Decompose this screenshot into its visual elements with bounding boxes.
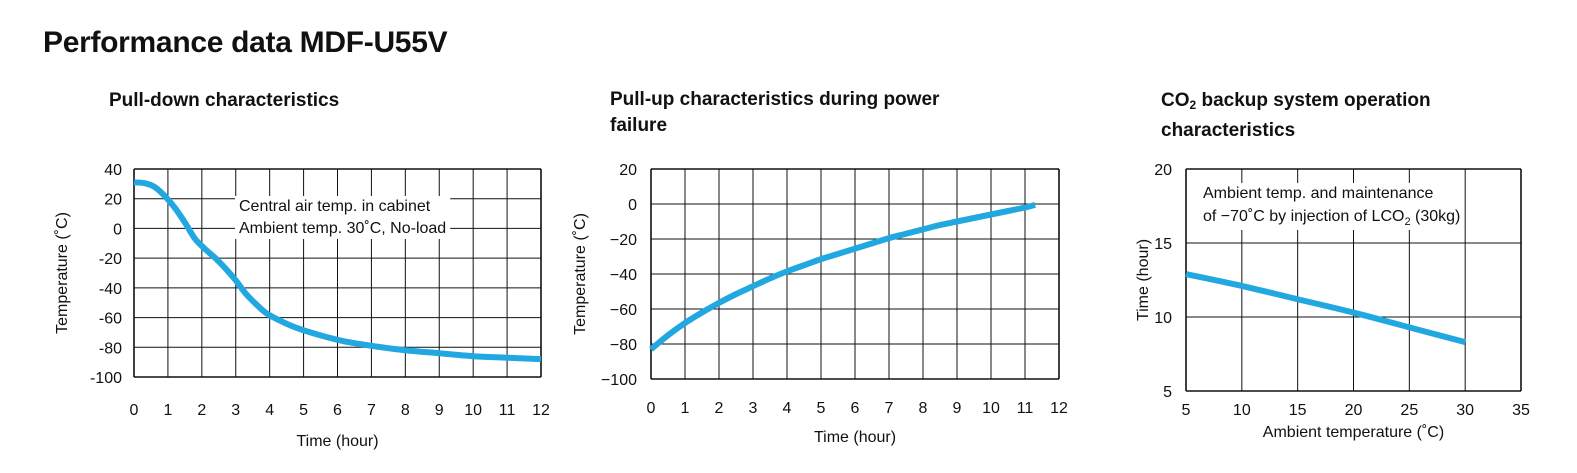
chart-2-x-tick-label: 12 xyxy=(1050,400,1068,417)
chart-2-x-tick-label: 3 xyxy=(749,400,758,417)
chart-1-x-tick-label: 12 xyxy=(532,402,550,419)
chart-1-y-tick-label: -60 xyxy=(99,311,122,328)
chart-1-x-tick-label: 10 xyxy=(464,402,482,419)
chart-3-title: CO2 backup system operation characterist… xyxy=(1161,88,1491,144)
chart-2-y-tick-label: −80 xyxy=(610,337,637,354)
chart-2-x-tick-label: 8 xyxy=(919,400,928,417)
chart-3-title-prefix: CO xyxy=(1161,90,1190,111)
chart-2-x-axis-title: Time (hour) xyxy=(814,429,896,446)
chart-1-x-tick-label: 9 xyxy=(435,402,444,419)
chart-2-x-tick-label: 0 xyxy=(647,400,656,417)
chart-2-y-tick-label: −100 xyxy=(601,372,637,389)
chart-1: 0 1 2 3 4 5 6 7 8 9 10 11 1240200-20-40-60-80-100Tim… xyxy=(54,162,550,450)
chart-3: 5 10 15 20 25 30 35 20 15 10 5 Ambient temperature … xyxy=(1135,162,1530,441)
chart-2-x-tick-label: 10 xyxy=(982,400,1000,417)
chart-3-annotation-text: of −70˚C by injection of LCO xyxy=(1203,208,1404,225)
chart-3-series-line xyxy=(1185,271,1466,346)
chart-3-x-tick-label: 30 xyxy=(1456,402,1474,419)
chart-2-y-tick-label: 0 xyxy=(628,197,637,214)
chart-3-y-tick-label: 10 xyxy=(1154,310,1172,327)
chart-3-x-tick-label: 25 xyxy=(1400,402,1418,419)
chart-1-annotation-line-2: Ambient temp. 30˚C, No-load xyxy=(239,220,446,237)
chart-3-x-tick-label: 35 xyxy=(1512,402,1530,419)
chart-1-x-tick-label: 1 xyxy=(163,402,172,419)
chart-1-y-tick-label: 40 xyxy=(104,162,122,179)
chart-1-annotation-background xyxy=(235,196,451,239)
chart-1-y-tick-label: -20 xyxy=(99,251,122,268)
page-title: Performance data MDF-U55V xyxy=(43,26,448,59)
chart-1-x-tick-label: 8 xyxy=(401,402,410,419)
chart-1-y-tick-label: -40 xyxy=(99,281,122,298)
chart-3-title-subscript: 2 xyxy=(1189,98,1197,112)
chart-1-y-tick-label: -80 xyxy=(99,340,122,357)
chart-1-x-tick-label: 0 xyxy=(130,402,139,419)
chart-1-x-tick-label: 6 xyxy=(333,402,342,419)
chart-2-y-axis-title: Temperature (˚C) xyxy=(572,213,589,335)
chart-1-x-tick-label: 3 xyxy=(231,402,240,419)
chart-3-annotation-line-1: Ambient temp. and maintenance xyxy=(1203,185,1433,202)
chart-2-x-tick-label: 5 xyxy=(817,400,826,417)
chart-3-x-tick-label: 20 xyxy=(1345,402,1363,419)
chart-3-y-tick-label: 20 xyxy=(1154,162,1172,179)
chart-1-y-tick-label: -100 xyxy=(90,370,122,387)
chart-2-x-tick-label: 4 xyxy=(783,400,792,417)
chart-1-y-tick-label: 20 xyxy=(104,192,122,209)
chart-1-annotation-line-1: Central air temp. in cabinet xyxy=(239,198,431,215)
chart-1-x-tick-label: 4 xyxy=(265,402,274,419)
chart-2-series-line xyxy=(649,201,1036,352)
chart-3-annotation-suffix: (30kg) xyxy=(1411,208,1461,225)
chart-1-x-tick-label: 7 xyxy=(367,402,376,419)
chart-2-x-tick-label: 2 xyxy=(715,400,724,417)
chart-2-x-tick-label: 11 xyxy=(1017,400,1034,417)
chart-3-x-tick-label: 5 xyxy=(1182,402,1191,419)
chart-3-x-axis-title: Ambient temperature (˚C) xyxy=(1263,424,1444,441)
chart-1-x-axis-title: Time (hour) xyxy=(296,433,378,450)
chart-3-x-tick-label: 10 xyxy=(1233,402,1251,419)
chart-2-x-tick-label: 7 xyxy=(885,400,894,417)
chart-3-title-suffix: backup system operation characteristics xyxy=(1161,90,1431,141)
chart-1-title: Pull-down characteristics xyxy=(109,90,340,111)
chart-2-title: Pull-up characteristics during power fai… xyxy=(610,89,940,136)
chart-2-x-tick-label: 9 xyxy=(953,400,962,417)
chart-3-x-tick-label: 15 xyxy=(1289,402,1307,419)
chart-2-y-tick-label: 20 xyxy=(619,162,637,179)
chart-1-y-axis-title: Temperature (˚C) xyxy=(54,212,71,334)
chart-3-annotation-background xyxy=(1199,183,1465,230)
chart-3-y-tick-label: 5 xyxy=(1163,384,1172,401)
chart-3-y-tick-label: 15 xyxy=(1154,236,1172,253)
chart-3-annotation-subscript: 2 xyxy=(1404,216,1410,228)
chart-2-x-tick-label: 6 xyxy=(851,400,860,417)
chart-2-y-tick-label: −60 xyxy=(610,302,637,319)
chart-1-x-tick-label: 5 xyxy=(299,402,308,419)
chart-2-y-tick-label: −40 xyxy=(610,267,637,284)
chart-3-y-axis-title: Time (hour) xyxy=(1135,239,1152,321)
chart-1-series-line xyxy=(133,179,542,363)
chart-2-y-tick-label: −20 xyxy=(610,232,637,249)
chart-2: 0 1 2 3 4 5 6 7 8 9 10 11 12200−20−40−60−80−100Time … xyxy=(572,162,1068,446)
chart-3-annotation-line-2: of −70˚C by injection of LCO2 (30kg) xyxy=(1203,208,1460,228)
chart-2-x-tick-label: 1 xyxy=(681,400,690,417)
chart-1-x-tick-label: 11 xyxy=(499,402,516,419)
chart-1-x-tick-label: 2 xyxy=(197,402,206,419)
chart-1-y-tick-label: 0 xyxy=(113,221,122,238)
